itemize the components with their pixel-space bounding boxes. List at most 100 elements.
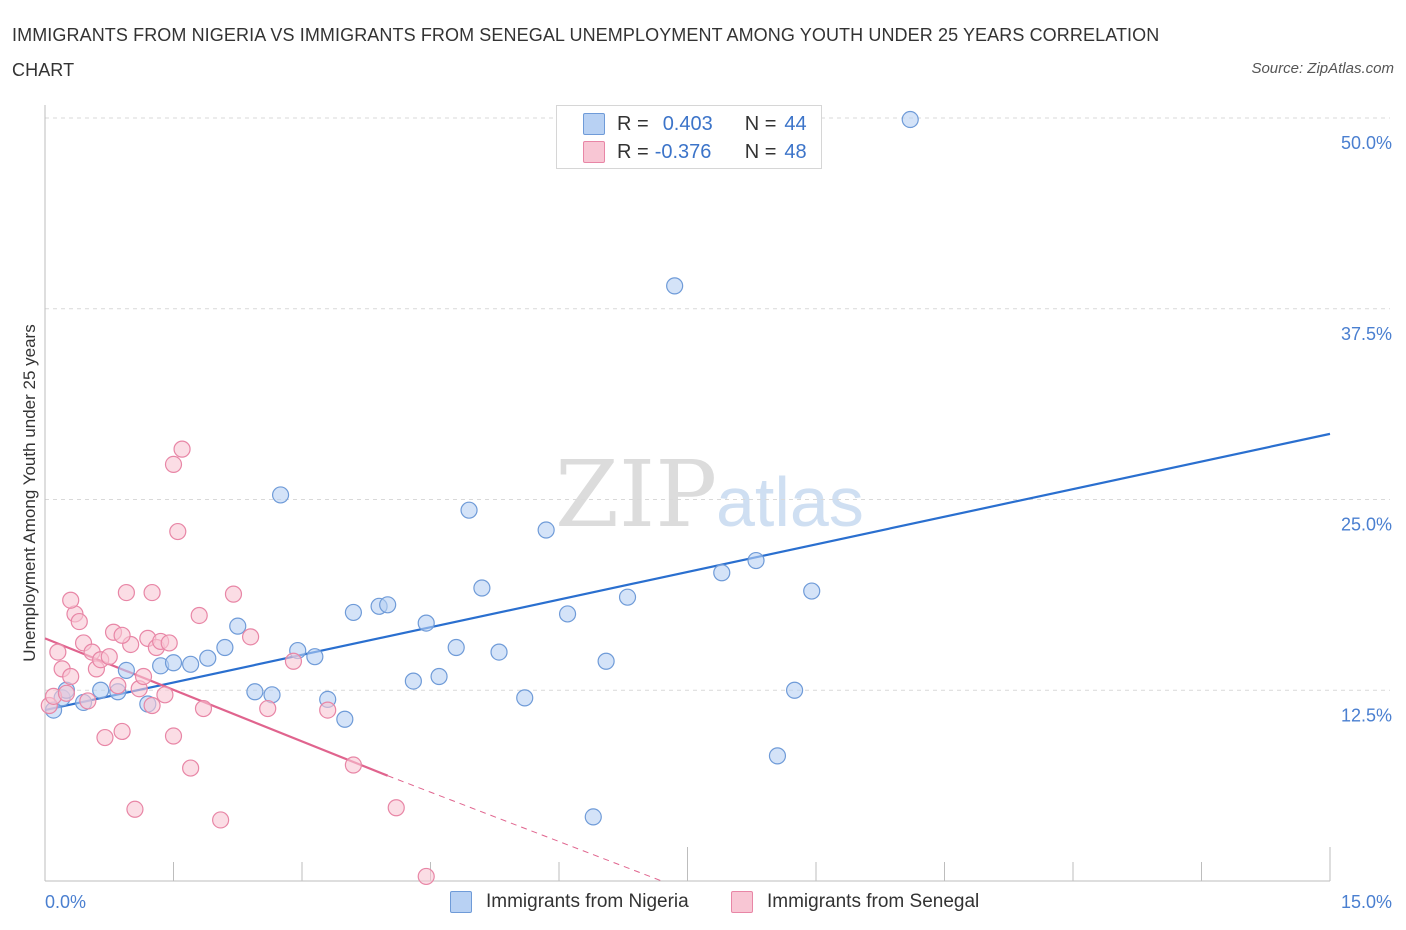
nigeria-point xyxy=(558,605,577,623)
nigeria-point xyxy=(164,654,183,672)
bottom-legend-nigeria-label: Immigrants from Nigeria xyxy=(486,891,689,912)
nigeria-point xyxy=(460,501,478,519)
nigeria-point xyxy=(430,667,448,686)
y-axis-label: Unemployment Among Youth under 25 years xyxy=(20,324,39,661)
legend-n-label: N = xyxy=(744,112,777,135)
senegal-point xyxy=(57,684,76,702)
legend-r-value: 0.403 xyxy=(662,112,713,135)
bottom-legend-nigeria: Immigrants from Nigeria xyxy=(450,888,689,916)
senegal-point xyxy=(182,759,200,777)
senegal-point xyxy=(169,522,187,541)
legend-row-nigeria: R = 0.403 N = 44 xyxy=(583,110,807,138)
nigeria-swatch-icon xyxy=(450,891,472,913)
nigeria-point xyxy=(768,747,787,765)
nigeria-point xyxy=(473,579,491,597)
y-tick-label: 12.5% xyxy=(1341,705,1392,725)
y-tick-label: 25.0% xyxy=(1341,515,1392,535)
data-points xyxy=(40,110,919,886)
nigeria-point xyxy=(344,603,362,622)
nigeria-point xyxy=(306,648,324,666)
senegal-point xyxy=(117,583,135,602)
nigeria-point xyxy=(516,689,534,707)
nigeria-point xyxy=(747,551,765,570)
senegal-point xyxy=(387,799,405,817)
bottom-legend-senegal-label: Immigrants from Senegal xyxy=(767,891,980,912)
nigeria-point xyxy=(246,683,264,701)
legend-row-senegal: R = -0.376 N = 48 xyxy=(583,138,807,166)
nigeria-point xyxy=(229,617,247,635)
correlation-legend: R = 0.403 N = 44 R = -0.376 N = 48 xyxy=(556,105,822,169)
senegal-point xyxy=(126,800,144,818)
nigeria-point xyxy=(199,649,217,667)
senegal-point xyxy=(134,667,153,686)
nigeria-point xyxy=(537,521,555,539)
y-tick-labels: 12.5% 25.0% 37.5% 50.0% xyxy=(1341,133,1392,725)
nigeria-point xyxy=(901,110,919,129)
nigeria-point xyxy=(490,643,508,661)
watermark: ZIP atlas xyxy=(555,441,864,548)
senegal-point xyxy=(224,585,243,603)
senegal-point xyxy=(212,811,230,829)
senegal-point xyxy=(173,440,191,458)
senegal-point xyxy=(96,728,114,747)
senegal-point xyxy=(164,727,183,745)
nigeria-trend-line xyxy=(44,432,1331,712)
nigeria-point xyxy=(117,661,135,680)
nigeria-point xyxy=(336,710,354,728)
senegal-point xyxy=(62,591,80,609)
x-tick-label: 15.0% xyxy=(1341,892,1392,912)
axes xyxy=(44,105,1331,882)
legend-n-value: 44 xyxy=(784,112,807,135)
y-tick-label: 50.0% xyxy=(1341,133,1392,153)
senegal-point xyxy=(319,701,337,719)
nigeria-swatch-icon xyxy=(583,113,605,135)
nigeria-point xyxy=(182,655,200,673)
senegal-swatch-icon xyxy=(731,891,753,913)
legend-n-label: N = xyxy=(744,140,777,163)
nigeria-point xyxy=(666,277,684,295)
senegal-point xyxy=(190,606,208,625)
chart-title: IMMIGRANTS FROM NIGERIA VS IMMIGRANTS FR… xyxy=(12,25,1160,80)
legend-n-value: 48 xyxy=(784,140,807,163)
nigeria-point xyxy=(447,638,465,657)
nigeria-point xyxy=(713,564,731,582)
senegal-point xyxy=(417,867,435,886)
gridlines xyxy=(45,117,1390,691)
legend-r-label: R = xyxy=(617,112,649,135)
legend-r-label: R = xyxy=(617,140,649,163)
senegal-point xyxy=(259,699,277,718)
senegal-point xyxy=(164,455,183,474)
nigeria-point xyxy=(92,681,110,699)
watermark-zip: ZIP xyxy=(555,441,717,548)
senegal-point xyxy=(160,634,178,652)
nigeria-point xyxy=(597,652,615,670)
senegal-point xyxy=(70,612,88,631)
senegal-point xyxy=(109,677,127,695)
senegal-trend-line xyxy=(387,775,662,882)
nigeria-point xyxy=(379,596,397,614)
senegal-point xyxy=(194,699,213,718)
nigeria-point xyxy=(584,808,602,826)
nigeria-point xyxy=(404,672,422,690)
nigeria-point xyxy=(271,486,290,504)
senegal-point xyxy=(49,643,67,661)
nigeria-point xyxy=(618,588,637,606)
nigeria-point xyxy=(417,614,435,632)
nigeria-point xyxy=(216,638,234,657)
nigeria-point xyxy=(803,582,821,600)
senegal-point xyxy=(156,686,174,704)
y-tick-label: 37.5% xyxy=(1341,324,1392,344)
senegal-point xyxy=(284,652,303,670)
x-tick-label: 0.0% xyxy=(45,892,86,912)
senegal-point xyxy=(62,667,80,686)
watermark-atlas: atlas xyxy=(716,463,864,541)
senegal-point xyxy=(143,583,161,602)
senegal-point xyxy=(79,692,97,710)
bottom-legend-senegal: Immigrants from Senegal xyxy=(731,888,979,916)
senegal-point xyxy=(113,626,131,644)
senegal-point xyxy=(100,648,118,666)
senegal-swatch-icon xyxy=(583,141,605,163)
senegal-point xyxy=(113,722,131,741)
senegal-point xyxy=(242,628,260,646)
